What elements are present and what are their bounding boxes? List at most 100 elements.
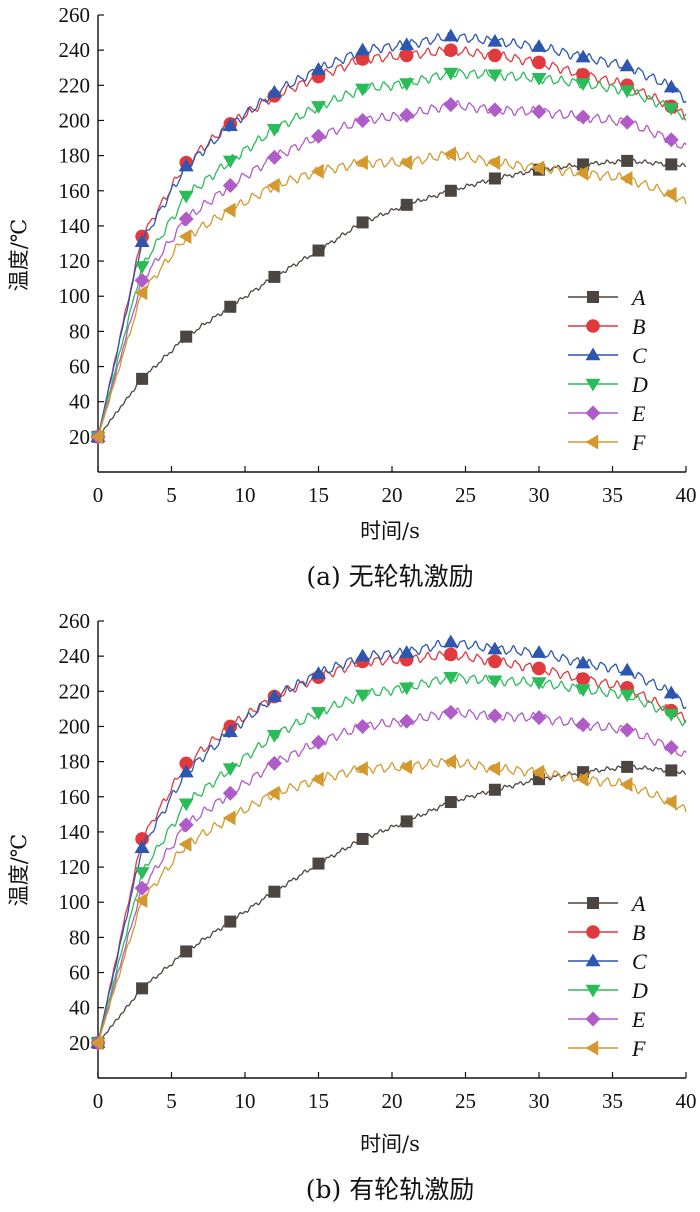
series-point-a (488, 172, 501, 185)
series-point-d (487, 675, 503, 689)
y-tick-label: 200 (59, 108, 91, 132)
series-point-f (487, 761, 501, 777)
y-tick-label: 240 (59, 644, 91, 668)
series-point-a (312, 857, 325, 870)
legend-marker-d (585, 378, 601, 392)
series-point-c (443, 28, 459, 42)
series-point-d (266, 124, 282, 137)
series-point-e (178, 211, 194, 227)
series-point-b (576, 672, 590, 686)
series-point-c (311, 666, 326, 679)
series-line-c (97, 637, 687, 1043)
series-point-c (531, 39, 547, 52)
series-point-d (443, 67, 459, 81)
plot-area: 0 5 10 15 20 25 30 35 40 20 40 60 80 100 120 140 160 180 2… (59, 3, 697, 507)
x-tick-label: 5 (166, 483, 177, 507)
y-tick-label: 60 (69, 961, 90, 985)
figure-a: 0 5 10 15 20 25 30 35 40 20 40 60 80 100 120 140 160 180 2… (7, 3, 697, 591)
series-point-d (443, 671, 459, 685)
y-tick-label: 120 (59, 249, 91, 273)
y-tick-label: 100 (59, 890, 91, 914)
series-point-f (311, 771, 324, 787)
series-point-a (621, 154, 634, 167)
series-point-f (178, 836, 192, 852)
series-point-f (487, 155, 501, 171)
series-point-f (266, 785, 280, 801)
series-point-f (619, 170, 633, 186)
series-point-d (663, 102, 679, 116)
series-point-b (179, 756, 193, 771)
series-point-d (575, 684, 591, 698)
series-point-c (266, 689, 282, 702)
series-point-f (178, 228, 192, 244)
series-point-e (222, 177, 238, 193)
series-point-d (619, 689, 635, 703)
legend-marker-c (585, 953, 601, 967)
series-point-c (487, 33, 503, 47)
series-point-a (488, 783, 501, 796)
series-point-c (134, 840, 150, 853)
legend-label-a: A (630, 891, 646, 916)
legend-marker-e (585, 405, 601, 421)
series-point-c (619, 662, 635, 676)
y-tick-label: 60 (69, 355, 90, 379)
legend-label-b: B (632, 920, 645, 945)
series-point-c (266, 84, 282, 98)
series-point-b (488, 48, 502, 63)
legend-label-d: D (631, 978, 648, 1003)
series-point-f (311, 163, 324, 179)
series-point-e (399, 107, 415, 123)
series-point-d (222, 763, 238, 777)
x-tick-label: 15 (308, 1089, 329, 1113)
series-point-e (178, 817, 194, 833)
series-point-d (399, 682, 415, 696)
series-point-a (444, 184, 457, 197)
series-point-d (266, 730, 282, 743)
series-point-a (665, 764, 678, 777)
x-tick-label: 20 (382, 1089, 403, 1113)
series-point-c (355, 648, 371, 662)
series-point-a (180, 945, 193, 958)
y-tick-label: 20 (69, 1031, 90, 1055)
series-point-c (487, 641, 503, 655)
x-tick-label: 35 (602, 483, 623, 507)
y-tick-label: 180 (59, 750, 91, 774)
series-point-c (531, 645, 547, 658)
series-point-c (178, 764, 194, 778)
series-point-b (532, 55, 546, 70)
series-point-d (134, 867, 150, 880)
x-tick-label: 30 (529, 1089, 550, 1113)
series-point-e (355, 112, 371, 128)
series-point-e (531, 710, 547, 726)
series-point-e (487, 708, 503, 724)
series-point-d (531, 677, 547, 691)
series-point-e (134, 272, 150, 288)
x-tick-label: 20 (382, 483, 403, 507)
y-tick-label: 220 (59, 73, 91, 97)
x-tick-label: 30 (529, 483, 550, 507)
temperature-chart-a: 0 5 10 15 20 25 30 35 40 20 40 60 80 100 120 140 160 180 2… (7, 3, 697, 591)
figure-b: 0 5 10 15 20 25 30 35 40 20 40 60 80 100 120 140 160 180 2… (0, 606, 700, 1212)
series-point-e (575, 717, 591, 733)
series-point-f (443, 146, 457, 162)
series-point-f (663, 186, 677, 202)
x-tick-label: 40 (676, 1089, 697, 1113)
y-tick-label: 80 (69, 319, 90, 343)
series-point-b (355, 52, 370, 66)
series-point-f (575, 771, 589, 787)
series-point-d (311, 101, 326, 114)
y-tick-label: 160 (59, 785, 91, 809)
series-point-c (443, 634, 459, 648)
legend-label-f: F (631, 430, 646, 455)
x-tick-label: 10 (235, 1089, 256, 1113)
series-point-f (575, 165, 589, 181)
series-point-f (399, 155, 412, 171)
y-tick-label: 40 (69, 390, 90, 414)
series-point-c (575, 655, 591, 669)
series-point-e (355, 718, 371, 734)
y-tick-label: 160 (59, 179, 91, 203)
legend-marker-a (587, 291, 599, 303)
y-tick-label: 260 (59, 609, 91, 633)
series-point-d (619, 85, 635, 99)
series-point-a (400, 198, 413, 211)
